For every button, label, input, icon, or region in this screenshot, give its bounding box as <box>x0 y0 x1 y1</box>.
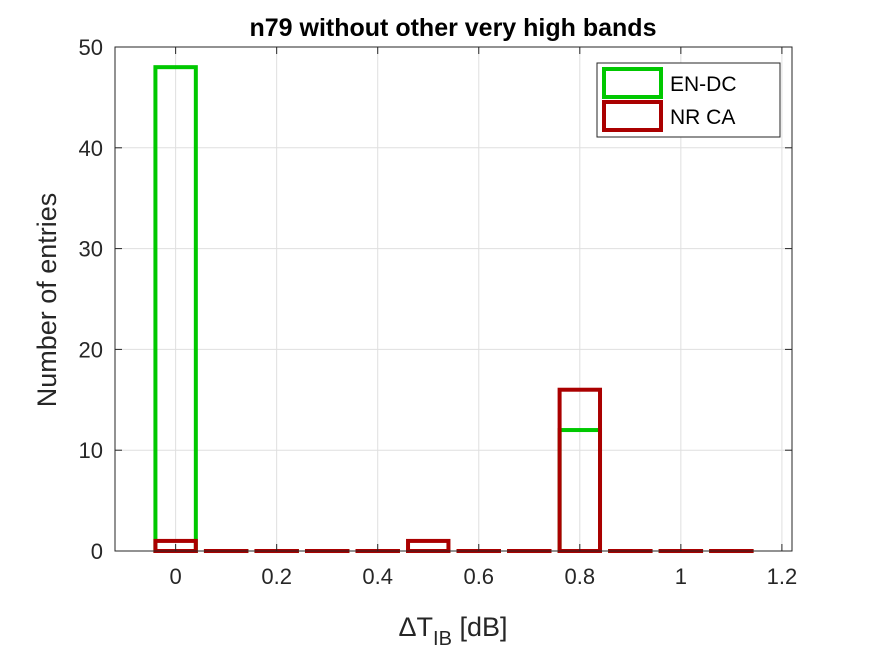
legend-item-en-dc: EN-DC <box>602 67 737 99</box>
x-axis-label: ΔTIB [dB] <box>399 612 508 650</box>
x-tick-label: 0.6 <box>463 564 494 589</box>
legend-item-nr-ca: NR CA <box>602 100 735 132</box>
x-tick-label: 1 <box>675 564 687 589</box>
x-tick-label: 1.2 <box>767 564 798 589</box>
legend-swatch-nr-ca <box>602 100 663 132</box>
axes-box <box>114 46 793 552</box>
y-tick-label: 10 <box>79 438 103 463</box>
x-tick-label: 0.8 <box>565 564 596 589</box>
legend-swatch-en-dc <box>602 67 663 99</box>
tick-marks <box>115 46 792 552</box>
y-tick-label: 0 <box>91 539 103 564</box>
x-axis-label-unit: [dB] <box>452 612 508 642</box>
y-tick-label: 40 <box>79 136 103 161</box>
y-tick-label: 20 <box>79 337 103 362</box>
x-tick-label: 0.2 <box>261 564 292 589</box>
x-tick-labels: 0 0.2 0.4 0.6 0.8 1 1.2 <box>170 564 798 589</box>
x-axis-label-subscript: IB <box>433 628 452 650</box>
legend-label-en-dc: EN-DC <box>670 73 737 96</box>
y-tick-label: 50 <box>79 35 103 60</box>
y-tick-labels: 0 10 20 30 40 50 <box>79 35 103 564</box>
legend-items: EN-DC NR CA <box>602 67 737 132</box>
chart-title: n79 without other very high bands <box>250 14 657 42</box>
y-tick-label: 30 <box>79 237 103 262</box>
x-tick-label: 0.4 <box>362 564 393 589</box>
x-tick-label: 0 <box>170 564 182 589</box>
legend: EN-DC NR CA <box>596 62 781 138</box>
legend-label-nr-ca: NR CA <box>670 106 735 129</box>
x-axis-label-main: ΔT <box>399 612 434 642</box>
y-axis-label: Number of entries <box>32 193 62 408</box>
